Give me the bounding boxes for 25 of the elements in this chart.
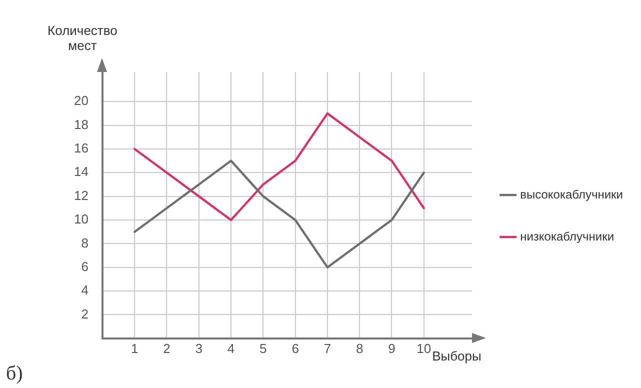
- legend-label: низкокаблучники: [520, 229, 614, 244]
- y-tick-label: 12: [74, 188, 88, 203]
- x-tick-label: 3: [195, 340, 202, 356]
- y-tick-label: 18: [74, 116, 88, 132]
- legend-label: высококаблучники: [520, 187, 624, 202]
- y-tick-label: 10: [74, 212, 88, 227]
- x-tick-label: 10: [416, 340, 432, 356]
- x-tick-label: 1: [130, 340, 138, 356]
- y-tick-label: 16: [74, 140, 88, 156]
- y-tick-label: 6: [81, 258, 88, 274]
- y-axis-title: Количество мест: [48, 23, 118, 54]
- y-tick-label: 20: [74, 93, 88, 108]
- x-tick-label: 9: [388, 340, 396, 356]
- x-tick-label: 5: [260, 340, 267, 356]
- x-tick-label: 4: [227, 340, 235, 356]
- x-tick-label: 6: [292, 340, 299, 356]
- y-tick-label: 14: [74, 164, 88, 180]
- y-tick-label: 2: [81, 306, 88, 322]
- x-tick-label: 2: [163, 340, 170, 356]
- x-axis-title: Выборы: [432, 348, 482, 364]
- y-tick-label: 8: [81, 235, 88, 250]
- text: б): [6, 362, 23, 384]
- y-tick-label: 4: [81, 282, 88, 298]
- x-tick-label: 7: [324, 340, 332, 356]
- x-tick-label: 8: [356, 340, 364, 356]
